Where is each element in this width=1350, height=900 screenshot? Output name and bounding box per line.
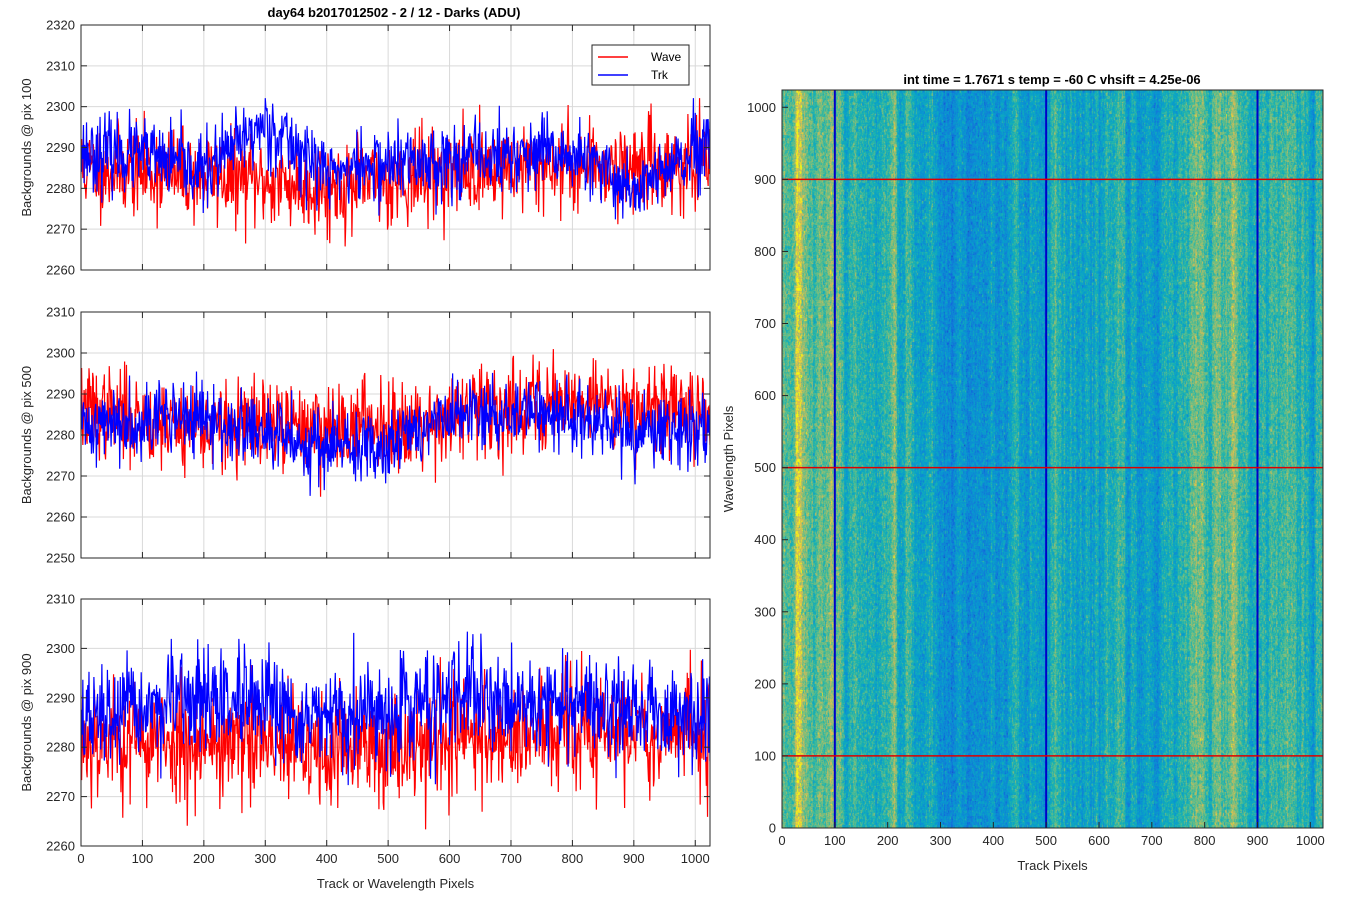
y-axis-label: Backgrounds @ pix 500 bbox=[19, 366, 34, 504]
x-tick-label: 700 bbox=[500, 851, 522, 866]
x-tick-label: 900 bbox=[623, 851, 645, 866]
series-line-wave bbox=[81, 649, 710, 830]
legend-label-wave: Wave bbox=[651, 50, 682, 64]
x-tick-label: 600 bbox=[1088, 833, 1110, 848]
y-axis-label: Backgrounds @ pix 100 bbox=[19, 78, 34, 216]
x-axis-label: Track or Wavelength Pixels bbox=[317, 876, 475, 891]
y-tick-label: 2310 bbox=[46, 592, 75, 607]
y-tick-label: 2320 bbox=[46, 18, 75, 33]
y-tick-label: 2290 bbox=[46, 140, 75, 155]
y-tick-label: 2310 bbox=[46, 305, 75, 320]
x-tick-label: 1000 bbox=[1296, 833, 1325, 848]
y-tick-label: 2260 bbox=[46, 263, 75, 278]
legend-label-trk: Trk bbox=[651, 68, 669, 82]
y-tick-label: 400 bbox=[754, 532, 776, 547]
series-line-trk bbox=[81, 631, 710, 786]
heatmap-axes-box bbox=[781, 89, 1324, 829]
y-tick-label: 200 bbox=[754, 676, 776, 691]
heatmap-title: int time = 1.7671 s temp = -60 C vhsift … bbox=[903, 72, 1200, 87]
series-line-trk bbox=[81, 98, 710, 220]
y-tick-label: 2250 bbox=[46, 551, 75, 566]
x-tick-label: 400 bbox=[316, 851, 338, 866]
x-tick-label: 500 bbox=[1035, 833, 1057, 848]
x-tick-label: 800 bbox=[562, 851, 584, 866]
x-tick-label: 800 bbox=[1194, 833, 1216, 848]
y-tick-label: 1000 bbox=[747, 100, 776, 115]
x-tick-label: 400 bbox=[982, 833, 1004, 848]
y-tick-label: 300 bbox=[754, 604, 776, 619]
y-tick-label: 800 bbox=[754, 244, 776, 259]
x-tick-label: 300 bbox=[930, 833, 952, 848]
y-tick-label: 2270 bbox=[46, 789, 75, 804]
x-tick-label: 100 bbox=[132, 851, 154, 866]
figure-title: day64 b2017012502 - 2 / 12 - Darks (ADU) bbox=[268, 5, 521, 20]
y-tick-label: 2260 bbox=[46, 839, 75, 854]
legend-box bbox=[591, 44, 690, 86]
y-tick-label: 2300 bbox=[46, 99, 75, 114]
x-tick-label: 1000 bbox=[681, 851, 710, 866]
x-tick-label: 600 bbox=[439, 851, 461, 866]
y-tick-label: 2300 bbox=[46, 346, 75, 361]
x-tick-label: 0 bbox=[778, 833, 785, 848]
y-tick-label: 2290 bbox=[46, 387, 75, 402]
y-tick-label: 2310 bbox=[46, 58, 75, 73]
y-tick-label: 2270 bbox=[46, 222, 75, 237]
y-tick-label: 100 bbox=[754, 748, 776, 763]
line-panel-pix-100: 2260 2270 2280 2290 2300 2310 2320 Backgrounds … bbox=[19, 18, 711, 278]
heatmap-image-wrapper bbox=[782, 90, 1323, 828]
y-tick-label: 700 bbox=[754, 316, 776, 331]
x-tick-label: 500 bbox=[377, 851, 399, 866]
y-axis-label: Wavelength Pixels bbox=[721, 405, 736, 512]
x-tick-label: 900 bbox=[1247, 833, 1269, 848]
x-axis-label: Track Pixels bbox=[1017, 858, 1088, 873]
x-tick-label: 100 bbox=[824, 833, 846, 848]
heatmap-image bbox=[782, 90, 1323, 828]
y-tick-label: 2260 bbox=[46, 510, 75, 525]
x-tick-label: 300 bbox=[254, 851, 276, 866]
axes-box bbox=[80, 598, 711, 847]
y-tick-label: 2290 bbox=[46, 690, 75, 705]
legend: Wave Trk bbox=[591, 44, 690, 86]
heatmap-panel: int time = 1.7671 s temp = -60 C vhsift … bbox=[721, 72, 1325, 873]
x-tick-label: 200 bbox=[193, 851, 215, 866]
y-tick-label: 2280 bbox=[46, 740, 75, 755]
y-tick-label: 2300 bbox=[46, 641, 75, 656]
x-tick-label: 0 bbox=[77, 851, 84, 866]
y-tick-label: 2280 bbox=[46, 428, 75, 443]
y-axis-label: Backgrounds @ pix 900 bbox=[19, 653, 34, 791]
y-tick-label: 500 bbox=[754, 460, 776, 475]
y-tick-label: 2280 bbox=[46, 181, 75, 196]
y-tick-label: 900 bbox=[754, 172, 776, 187]
y-tick-label: 600 bbox=[754, 388, 776, 403]
y-tick-label: 2270 bbox=[46, 469, 75, 484]
x-tick-label: 200 bbox=[877, 833, 899, 848]
line-panel-pix-900: 0 100 200 300 400 500 600 700 800 900 1000 2260 2270… bbox=[19, 592, 711, 891]
y-tick-label: 0 bbox=[769, 821, 776, 836]
x-tick-label: 700 bbox=[1141, 833, 1163, 848]
line-panel-pix-500: 2250 2260 2270 2280 2290 2300 2310 Backgrounds … bbox=[19, 305, 711, 566]
series-line-trk bbox=[81, 371, 710, 496]
